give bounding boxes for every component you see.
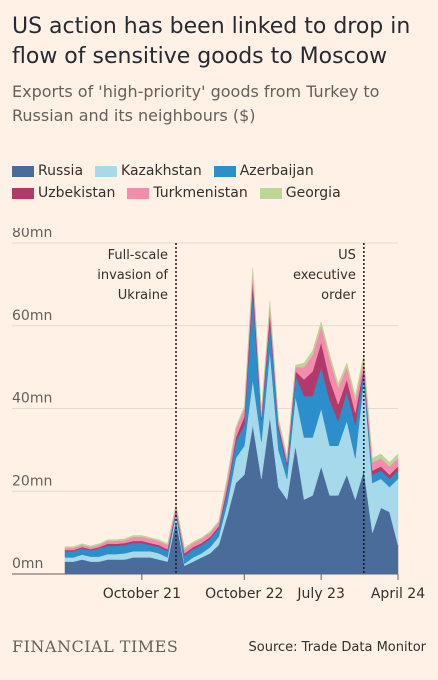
stacked-area-chart: 0mn 20mn 40mn 60mn 80mn October 21 October 22 J… [12, 228, 425, 602]
chart-subtitle: Exports of 'high-priority' goods from Tu… [12, 82, 380, 125]
annotation-text-1-0: US [338, 248, 356, 263]
legend-label-georgia: Georgia [285, 185, 341, 201]
legend-label-turkmenistan: Turkmenistan [153, 185, 248, 201]
x-tick-label-april-24: April 24 [371, 586, 425, 602]
annotation-text-0-2: Ukraine [118, 288, 168, 303]
annotation-text-1-1: executive [293, 268, 356, 283]
x-tick-label-october-21: October 21 [103, 586, 181, 602]
legend-swatch-azerbaijan [213, 165, 236, 177]
y-tick-label-40: 40mn [12, 391, 52, 407]
legend-swatch-uzbekistan [12, 187, 34, 199]
legend-item-azerbaijan: Azerbaijan [213, 160, 314, 182]
legend-swatch-kazakhstan [95, 165, 118, 177]
annotation-text-0-0: Full-scale [108, 248, 168, 263]
legend-row-1: Russia Kazakhstan Azerbaijan [12, 160, 426, 182]
legend: Russia Kazakhstan Azerbaijan Uzbekistan … [12, 160, 426, 204]
y-tick-label-80: 80mn [12, 228, 52, 241]
y-tick-label-20: 20mn [12, 473, 52, 489]
source-note: Source: Trade Data Monitor [248, 640, 426, 655]
chart-title: US action has been linked to drop in flo… [12, 14, 411, 69]
annotation-text-1-2: order [321, 288, 356, 303]
annotation-text-0-1: invasion of [97, 268, 168, 283]
legend-item-turkmenistan: Turkmenistan [127, 182, 248, 204]
legend-swatch-russia [12, 165, 34, 177]
legend-label-azerbaijan: Azerbaijan [239, 163, 314, 179]
legend-swatch-georgia [259, 187, 282, 199]
y-tick-label-0: 0mn [12, 556, 43, 572]
x-tick-label-october-22: October 22 [205, 586, 283, 602]
legend-label-russia: Russia [38, 163, 84, 179]
x-tick-label-july-23: July 23 [296, 586, 344, 602]
legend-label-uzbekistan: Uzbekistan [38, 185, 116, 201]
legend-item-russia: Russia [12, 160, 83, 182]
legend-item-kazakhstan: Kazakhstan [95, 160, 202, 182]
y-tick-label-60: 60mn [12, 308, 52, 324]
ft-logo: FINANCIAL TIMES [12, 637, 179, 656]
legend-item-georgia: Georgia [259, 182, 341, 204]
legend-item-uzbekistan: Uzbekistan [12, 182, 115, 204]
area-georgia [64, 267, 399, 550]
legend-row-2: Uzbekistan Turkmenistan Georgia [12, 182, 426, 204]
legend-label-kazakhstan: Kazakhstan [121, 163, 202, 179]
legend-swatch-turkmenistan [127, 187, 150, 199]
